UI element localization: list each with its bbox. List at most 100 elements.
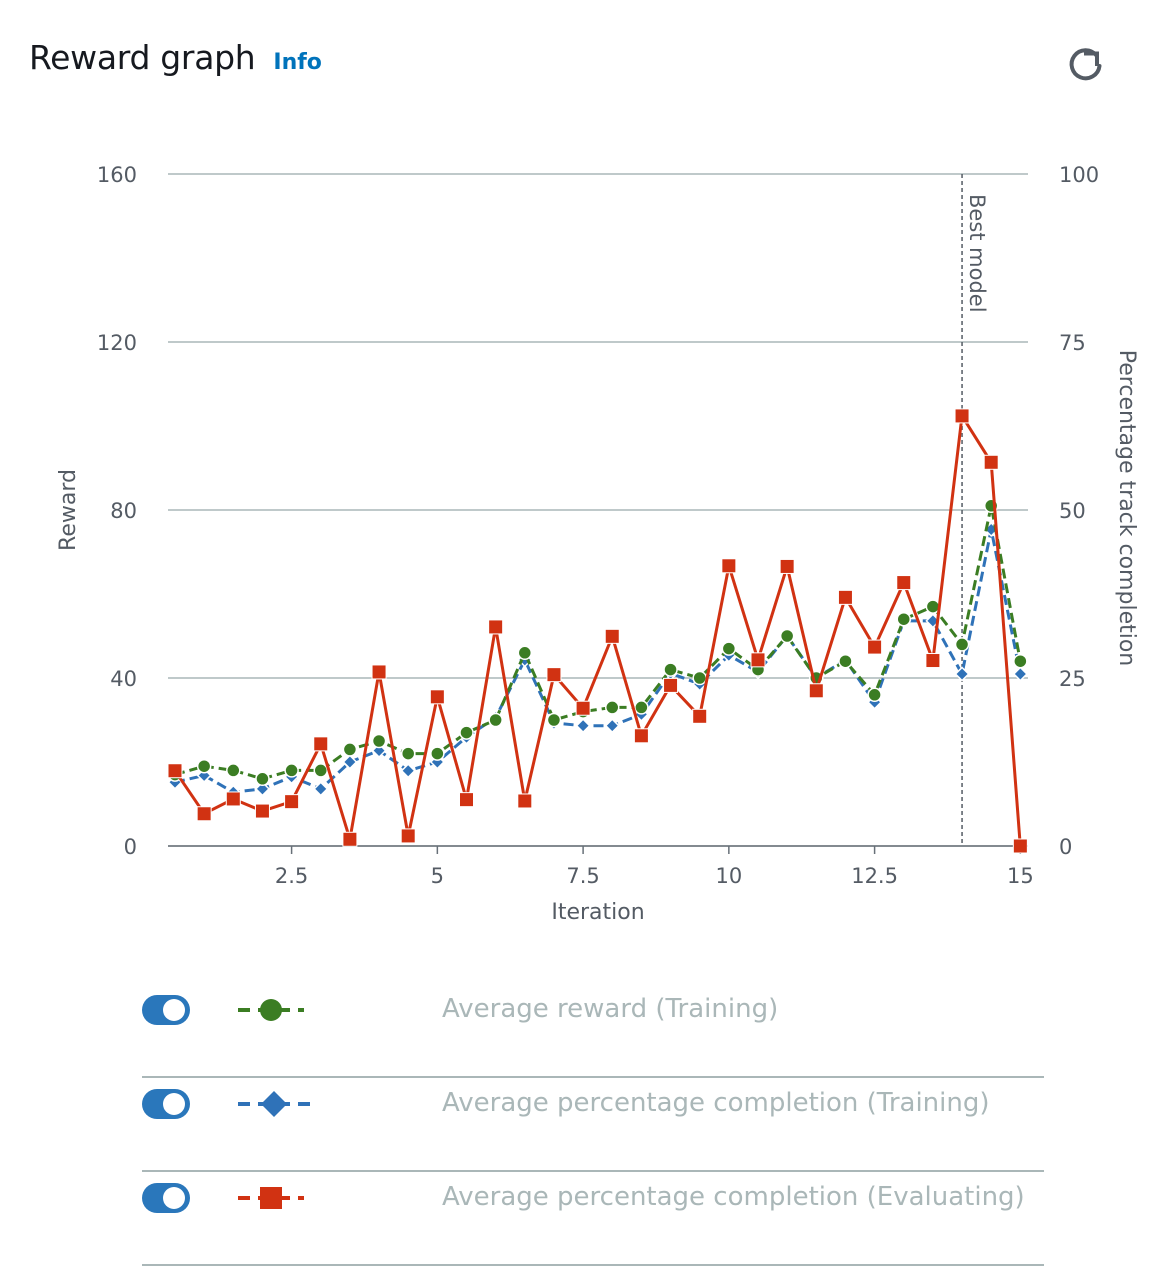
data-point-average-percentage-completion-evaluating: [313, 736, 329, 752]
data-point-average-percentage-completion-evaluating: [459, 792, 474, 808]
data-point-average-percentage-completion-evaluating: [867, 639, 883, 655]
data-point-average-reward-training: [517, 645, 533, 661]
data-point-average-reward-training: [430, 746, 445, 761]
data-point-average-reward-training: [867, 687, 882, 703]
refresh-icon: [1069, 48, 1102, 81]
data-point-average-percentage-completion-evaluating: [983, 454, 999, 470]
data-point-average-reward-training: [226, 763, 241, 778]
refresh-button[interactable]: [1064, 42, 1108, 86]
y-tick-label: 160: [97, 163, 137, 187]
data-point-average-percentage-completion-training: [604, 718, 620, 734]
data-point-average-reward-training: [896, 611, 911, 627]
toggle-knob: [163, 1187, 185, 1209]
legend-item-average-reward-training: Average reward (Training): [142, 982, 1044, 1078]
data-point-average-percentage-completion-evaluating: [663, 677, 679, 693]
data-point-average-percentage-completion-evaluating: [225, 791, 241, 807]
data-point-average-reward-training: [838, 653, 853, 669]
data-point-average-percentage-completion-evaluating: [342, 831, 358, 847]
data-point-average-percentage-completion-evaluating: [604, 628, 620, 644]
data-point-average-reward-training: [721, 641, 737, 656]
toggle-average-percentage-completion-training[interactable]: [142, 1089, 190, 1119]
data-point-average-reward-training: [1013, 653, 1028, 669]
legend-label: Average reward (Training): [442, 994, 779, 1024]
data-point-average-percentage-completion-evaluating: [254, 803, 270, 819]
data-point-average-percentage-completion-evaluating: [196, 806, 212, 822]
data-point-average-reward-training: [605, 700, 620, 715]
data-point-average-percentage-completion-evaluating: [750, 652, 766, 668]
x-tick-label: 2.5: [275, 864, 308, 888]
data-point-average-percentage-completion-evaluating: [692, 708, 708, 724]
y2-tick-label: 0: [1059, 835, 1072, 859]
data-point-average-reward-training: [546, 712, 562, 728]
data-point-average-percentage-completion-evaluating: [896, 575, 912, 591]
data-point-average-reward-training: [400, 746, 416, 761]
x-tick-label: 10: [715, 864, 742, 888]
data-point-average-reward-training: [663, 662, 678, 677]
data-point-average-percentage-completion-evaluating: [400, 828, 416, 844]
best-model-label: Best model: [965, 194, 989, 313]
toggle-average-reward-training[interactable]: [142, 995, 190, 1025]
series-line-average-percentage-completion-training: [174, 528, 1022, 794]
data-point-average-percentage-completion-training: [575, 718, 591, 734]
data-point-average-reward-training: [371, 733, 387, 749]
y-axis-title: Reward: [56, 469, 81, 551]
y-tick-label: 80: [110, 499, 137, 523]
data-point-average-percentage-completion-evaluating: [954, 408, 970, 424]
data-point-average-percentage-completion-evaluating: [837, 589, 853, 605]
y-tick-label: 120: [97, 331, 137, 355]
x-tick-label: 15: [1007, 864, 1034, 888]
x-tick-label: 12.5: [851, 864, 898, 888]
data-point-average-percentage-completion-evaluating: [633, 728, 649, 744]
data-point-average-percentage-completion-training: [254, 781, 271, 797]
toggle-knob: [163, 1093, 185, 1115]
data-point-average-percentage-completion-evaluating: [575, 700, 591, 716]
data-point-average-percentage-completion-evaluating: [925, 653, 941, 669]
y2-tick-label: 50: [1059, 499, 1086, 523]
reward-chart: 0 40 80 120 160 0 25 50 75 100 2.5 5 7.5 10 12.5 15 Iter…: [56, 163, 1139, 925]
data-point-average-reward-training: [634, 700, 649, 715]
legend-marker-circle: [238, 999, 304, 1021]
data-point-average-percentage-completion-training: [400, 763, 416, 779]
series-line-average-reward-training: [174, 504, 1022, 781]
series-line-average-percentage-completion-evaluating: [173, 414, 1022, 847]
data-point-average-percentage-completion-evaluating: [284, 794, 300, 810]
y2-tick-label: 25: [1059, 667, 1086, 691]
legend-marker-diamond: [238, 1091, 310, 1117]
data-point-average-percentage-completion-evaluating: [546, 667, 562, 683]
data-point-average-percentage-completion-evaluating: [167, 763, 183, 779]
data-point-average-reward-training: [255, 771, 270, 787]
legend-item-average-percentage-completion-evaluating: Average percentage completion (Evaluatin…: [142, 1170, 1044, 1266]
data-point-average-percentage-completion-training: [1012, 666, 1028, 682]
data-point-average-reward-training: [342, 742, 358, 757]
data-point-average-reward-training: [284, 763, 299, 778]
data-point-average-percentage-completion-training: [954, 666, 970, 682]
data-point-average-percentage-completion-evaluating: [429, 689, 445, 705]
data-point-average-percentage-completion-evaluating: [779, 558, 795, 574]
toggle-average-percentage-completion-evaluating[interactable]: [142, 1183, 190, 1213]
data-point-average-percentage-completion-evaluating: [488, 619, 504, 635]
legend-item-average-percentage-completion-training: Average percentage completion (Training): [142, 1076, 1044, 1172]
data-point-average-percentage-completion-evaluating: [1012, 838, 1028, 854]
info-link[interactable]: Info: [273, 50, 322, 75]
x-tick-label: 5: [431, 864, 444, 888]
data-point-average-percentage-completion-evaluating: [808, 683, 824, 699]
data-point-average-reward-training: [459, 725, 474, 740]
y-tick-label: 40: [110, 667, 137, 691]
page-title: Reward graph: [29, 38, 256, 77]
data-point-average-reward-training: [692, 670, 707, 686]
data-point-average-percentage-completion-evaluating: [371, 664, 387, 680]
x-axis-title: Iteration: [551, 900, 644, 925]
data-point-average-reward-training: [954, 637, 970, 652]
data-point-average-percentage-completion-training: [342, 754, 358, 770]
legend-label: Average percentage completion (Training): [442, 1088, 990, 1118]
y2-axis-title: Percentage track completion: [1114, 350, 1139, 666]
legend-marker-square: [238, 1187, 304, 1209]
data-point-average-reward-training: [779, 628, 795, 644]
data-point-average-reward-training: [488, 712, 503, 728]
toggle-knob: [163, 999, 185, 1021]
data-point-average-reward-training: [196, 758, 212, 774]
y2-tick-label: 100: [1059, 163, 1099, 187]
data-point-average-percentage-completion-training: [313, 781, 329, 797]
x-tick-label: 7.5: [566, 864, 599, 888]
data-point-average-percentage-completion-evaluating: [721, 558, 737, 574]
